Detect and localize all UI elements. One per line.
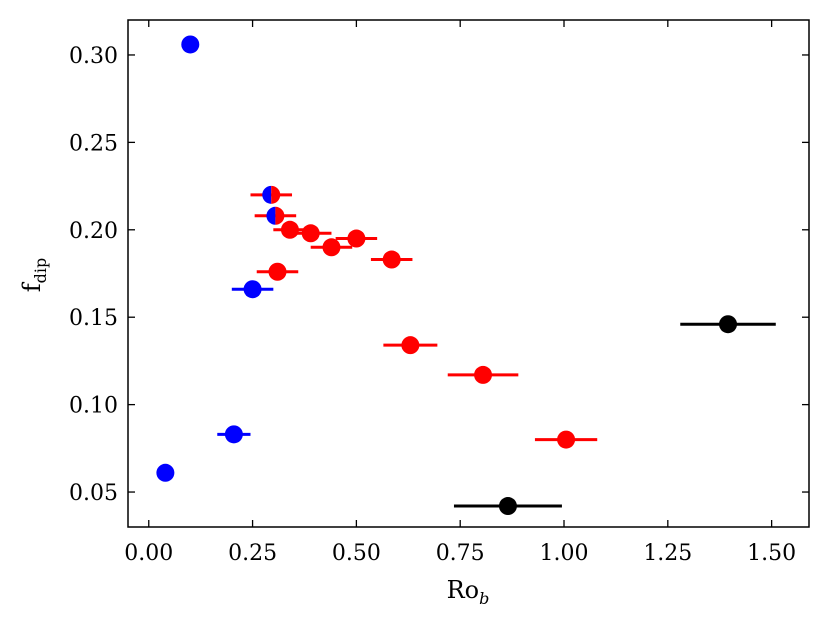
x-tick-label: 0.25: [228, 541, 277, 566]
data-point-right-half: [271, 185, 281, 204]
y-tick-label: 0.20: [69, 219, 118, 244]
y-tick-label: 0.25: [69, 131, 118, 156]
x-tick-label: 1.25: [643, 541, 692, 566]
data-point: [301, 224, 320, 243]
data-point-left-half: [262, 185, 272, 204]
y-axis-label: fdip: [18, 258, 50, 293]
x-tick-label: 0.00: [124, 541, 173, 566]
data-point: [719, 315, 738, 334]
y-tick-label: 0.15: [69, 306, 118, 331]
data-point: [280, 220, 299, 239]
data-point: [382, 250, 401, 269]
x-tick-label: 0.75: [436, 541, 485, 566]
data-point: [243, 280, 262, 299]
data-point: [498, 497, 517, 516]
data-point: [156, 463, 175, 482]
x-tick-label: 1.50: [747, 541, 796, 566]
data-point: [557, 430, 576, 449]
data-point-right-half: [275, 206, 285, 225]
y-tick-label: 0.05: [69, 481, 118, 506]
axis-ticks: 0.00 0.25 0.50 0.75 1.00 1.25 1.50 0.05 0.10 0.15…: [69, 20, 809, 566]
data-point: [224, 425, 243, 444]
y-tick-label: 0.10: [69, 394, 118, 419]
data-marks: [156, 35, 776, 516]
x-tick-label: 0.50: [332, 541, 381, 566]
y-tick-label: 0.30: [69, 44, 118, 69]
data-point: [347, 229, 366, 248]
x-axis-label: Rob: [447, 576, 490, 608]
data-point-left-half: [266, 206, 276, 225]
data-point: [322, 238, 341, 257]
data-point: [474, 365, 493, 384]
data-point: [268, 262, 287, 281]
plot-frame: [127, 19, 810, 528]
data-point: [401, 336, 420, 355]
data-point: [181, 35, 200, 54]
x-tick-label: 1.00: [540, 541, 589, 566]
